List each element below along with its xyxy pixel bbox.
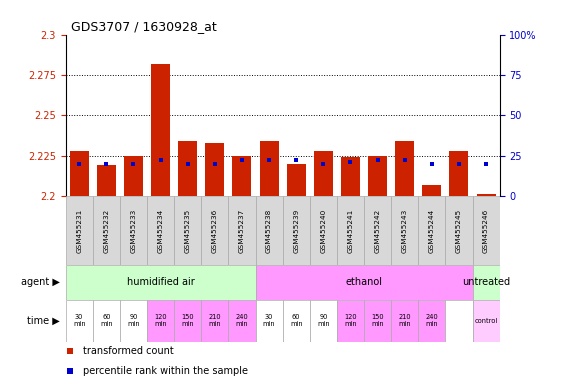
Text: 90
min: 90 min (127, 314, 140, 327)
Bar (391, 196, 418, 265)
Bar (445, 196, 473, 265)
Bar (232, 156, 251, 196)
Text: 60
min: 60 min (290, 314, 303, 327)
Bar (147, 300, 174, 342)
Bar (391, 300, 418, 342)
Text: 150
min: 150 min (371, 314, 384, 327)
Text: GSM455236: GSM455236 (212, 208, 218, 253)
Bar (473, 265, 500, 300)
Bar (418, 196, 445, 265)
Bar (445, 300, 473, 342)
Bar (287, 164, 305, 196)
Text: GSM455237: GSM455237 (239, 208, 245, 253)
Text: GSM455244: GSM455244 (429, 208, 435, 253)
Text: GSM455243: GSM455243 (401, 208, 408, 253)
Text: GSM455241: GSM455241 (347, 208, 353, 253)
Bar (201, 300, 228, 342)
Bar (255, 300, 283, 342)
Bar (283, 196, 309, 265)
Bar (93, 196, 120, 265)
Text: untreated: untreated (462, 277, 510, 287)
Text: transformed count: transformed count (83, 346, 174, 356)
Text: GSM455234: GSM455234 (158, 208, 164, 253)
Text: agent ▶: agent ▶ (21, 277, 60, 287)
Bar (337, 196, 364, 265)
Bar (174, 300, 202, 342)
Text: 240
min: 240 min (236, 314, 248, 327)
Bar (260, 141, 279, 196)
Bar (228, 196, 255, 265)
Bar (473, 196, 500, 265)
Bar (255, 196, 283, 265)
Text: time ▶: time ▶ (27, 316, 60, 326)
Text: 60
min: 60 min (100, 314, 112, 327)
Bar (255, 265, 472, 300)
Bar (309, 196, 337, 265)
Bar (283, 300, 309, 342)
Text: 30
min: 30 min (73, 314, 86, 327)
Bar (178, 141, 197, 196)
Bar (418, 300, 445, 342)
Bar (151, 64, 170, 196)
Bar (473, 300, 500, 342)
Bar (206, 142, 224, 196)
Bar (337, 300, 364, 342)
Text: GSM455238: GSM455238 (266, 208, 272, 253)
Text: 240
min: 240 min (425, 314, 438, 327)
Bar (147, 196, 174, 265)
Bar (97, 165, 116, 196)
Text: GSM455242: GSM455242 (375, 208, 381, 253)
Text: GSM455231: GSM455231 (76, 208, 82, 253)
Bar (364, 196, 391, 265)
Text: 210
min: 210 min (399, 314, 411, 327)
Text: GDS3707 / 1630928_at: GDS3707 / 1630928_at (71, 20, 217, 33)
Bar (124, 156, 143, 196)
Bar (341, 157, 360, 196)
Bar (309, 300, 337, 342)
Text: GSM455246: GSM455246 (483, 208, 489, 253)
Text: 150
min: 150 min (182, 314, 194, 327)
Bar (174, 196, 202, 265)
Text: ethanol: ethanol (345, 277, 383, 287)
Bar (93, 300, 120, 342)
Bar (314, 151, 333, 196)
Bar (66, 300, 93, 342)
Bar (120, 196, 147, 265)
Bar (477, 194, 496, 196)
Text: GSM455245: GSM455245 (456, 208, 462, 253)
Text: 120
min: 120 min (344, 314, 357, 327)
Text: 30
min: 30 min (263, 314, 275, 327)
Bar (120, 300, 147, 342)
Text: humidified air: humidified air (127, 277, 195, 287)
Bar (423, 185, 441, 196)
Text: GSM455235: GSM455235 (184, 208, 191, 253)
Bar (66, 265, 255, 300)
Bar (395, 141, 414, 196)
Bar (449, 151, 468, 196)
Text: 210
min: 210 min (208, 314, 221, 327)
Text: GSM455233: GSM455233 (130, 208, 136, 253)
Text: control: control (475, 318, 498, 324)
Text: GSM455239: GSM455239 (293, 208, 299, 253)
Text: 120
min: 120 min (154, 314, 167, 327)
Text: 90
min: 90 min (317, 314, 329, 327)
Bar (66, 196, 93, 265)
Text: percentile rank within the sample: percentile rank within the sample (83, 366, 248, 376)
Bar (201, 196, 228, 265)
Bar (70, 151, 89, 196)
Bar (368, 156, 387, 196)
Bar (364, 300, 391, 342)
Text: GSM455232: GSM455232 (103, 208, 110, 253)
Text: GSM455240: GSM455240 (320, 208, 327, 253)
Bar (228, 300, 255, 342)
